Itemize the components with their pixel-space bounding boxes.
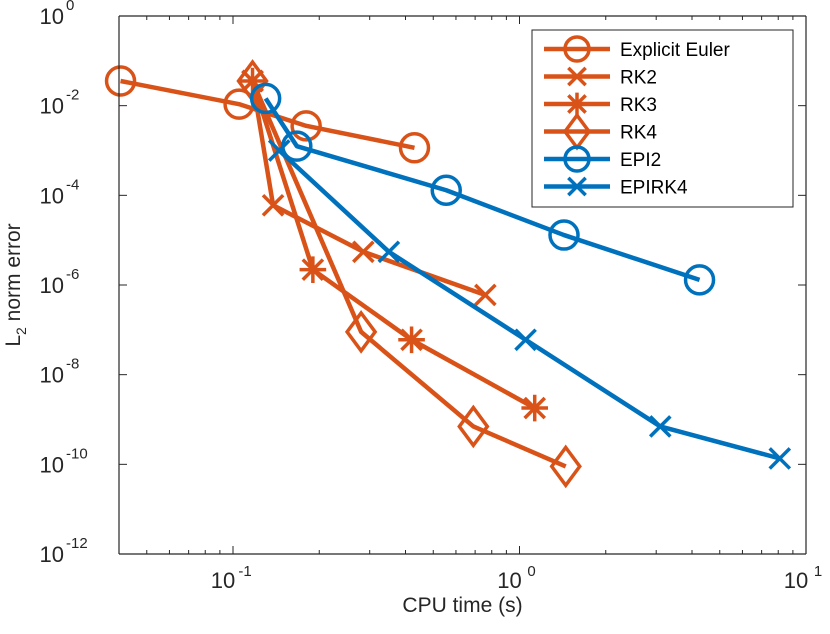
legend-label: RK3 xyxy=(620,95,657,116)
x-tick-label: 10 xyxy=(211,568,235,593)
data-point-epi2 xyxy=(430,174,462,206)
x-tick-label-exponent: -1 xyxy=(238,563,251,580)
data-point-epirk4 xyxy=(377,240,401,264)
data-point-epirk4 xyxy=(648,415,672,438)
data-point-epi2 xyxy=(249,82,282,115)
legend-item-rk2: RK2 xyxy=(544,66,657,89)
series-line-rk4 xyxy=(250,80,567,469)
x-tick-label: 10 xyxy=(497,568,521,593)
data-point-epirk4 xyxy=(267,139,291,162)
legend-marker xyxy=(567,176,587,197)
data-point-rk2 xyxy=(261,193,285,217)
data-point-explicit-euler xyxy=(290,110,322,142)
series-rk3 xyxy=(239,67,549,422)
y-axis-title-rest: norm error xyxy=(2,223,25,327)
legend-item-explicit-euler: Explicit Euler xyxy=(544,35,730,63)
data-point-epirk4 xyxy=(514,328,537,352)
data-point-epi2 xyxy=(548,219,580,251)
x-axis-title: CPU time (s) xyxy=(402,594,522,617)
legend-marker xyxy=(565,92,589,116)
legend-label: RK2 xyxy=(620,68,657,89)
data-point-explicit-euler xyxy=(104,65,137,97)
x-tick-label-exponent: 1 xyxy=(814,563,822,580)
y-tick-label: 10 xyxy=(40,94,64,119)
legend-marker xyxy=(563,145,591,173)
legend-label: RK4 xyxy=(620,123,657,144)
y-tick-label-exponent: -4 xyxy=(66,176,79,193)
data-point-rk4 xyxy=(457,404,490,449)
legend: Explicit Euler RK2 RK3 RK4 EPI2 EPIRK4 xyxy=(531,29,794,208)
legend-marker xyxy=(567,66,587,87)
y-tick-label-exponent: -6 xyxy=(66,266,79,283)
data-point-epirk4 xyxy=(768,447,792,470)
data-point-rk2 xyxy=(352,240,375,264)
legend-item-rk3: RK3 xyxy=(544,92,657,116)
y-tick-label: 10 xyxy=(40,183,64,208)
y-tick-label-exponent: -2 xyxy=(66,87,79,104)
legend-item-epi2: EPI2 xyxy=(544,145,661,173)
legend-label: EPI2 xyxy=(620,150,661,171)
series-line-rk3 xyxy=(250,80,536,411)
y-axis-title-subscript: 2 xyxy=(13,327,29,335)
y-tick-label: 10 xyxy=(40,4,64,29)
y-axis-title-base: L xyxy=(2,335,25,347)
x-tick-label-exponent: 0 xyxy=(527,563,535,580)
legend-label: EPIRK4 xyxy=(620,178,688,199)
data-point-epi2 xyxy=(683,264,716,296)
series-line-epi2 xyxy=(263,97,701,283)
series-epirk4 xyxy=(267,139,792,470)
series-layer xyxy=(104,59,792,489)
data-point-rk3 xyxy=(398,326,425,354)
data-point-rk3 xyxy=(299,256,327,283)
y-tick-label-exponent: -12 xyxy=(66,535,88,552)
data-point-rk4 xyxy=(344,310,378,354)
legend-label: Explicit Euler xyxy=(620,40,730,61)
data-point-rk2 xyxy=(474,283,497,307)
y-tick-label-exponent: -8 xyxy=(66,356,79,373)
data-point-rk3 xyxy=(521,394,549,422)
x-tick-label: 10 xyxy=(784,568,808,593)
y-tick-label: 10 xyxy=(40,363,64,388)
y-tick-label: 10 xyxy=(40,542,64,567)
y-tick-label: 10 xyxy=(40,273,64,298)
y-tick-label-exponent: -10 xyxy=(66,445,88,462)
y-tick-label: 10 xyxy=(40,452,64,477)
series-epi2 xyxy=(249,82,716,296)
legend-item-rk4: RK4 xyxy=(544,112,657,151)
data-point-explicit-euler xyxy=(398,132,431,164)
series-line-explicit-euler xyxy=(120,78,415,150)
y-tick-label-exponent: 0 xyxy=(66,0,74,14)
y-axis-title: L2 norm error xyxy=(2,223,29,346)
data-point-rk3 xyxy=(239,67,266,95)
legend-item-epirk4: EPIRK4 xyxy=(544,176,688,199)
series-rk4 xyxy=(236,59,582,489)
legend-marker xyxy=(563,35,591,63)
data-point-rk4 xyxy=(549,444,582,489)
